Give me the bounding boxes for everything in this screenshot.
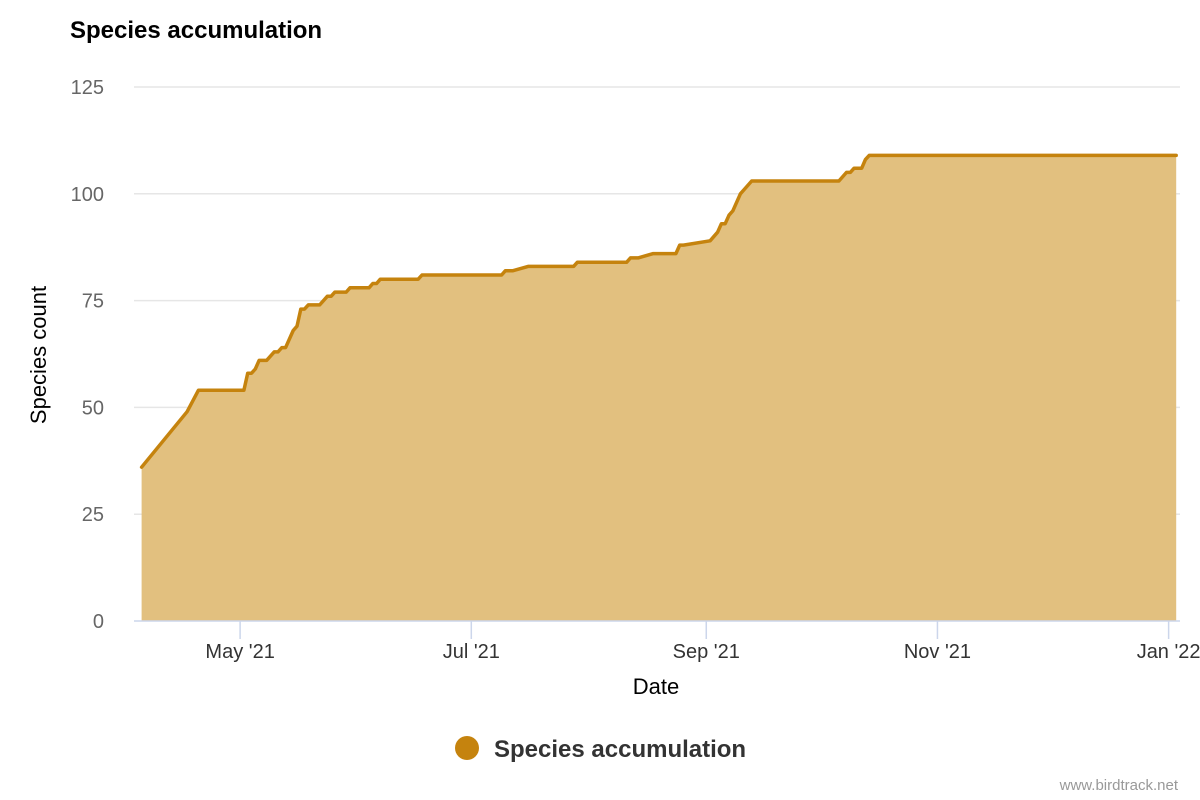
y-tick-label: 75 xyxy=(82,291,104,313)
y-axis-title: Species count xyxy=(26,286,51,424)
y-axis-ticks: 0 25 50 75 100 125 xyxy=(71,77,104,633)
x-tick-label: Nov '21 xyxy=(904,641,971,663)
y-tick-label: 25 xyxy=(82,504,104,526)
x-axis-title: Date xyxy=(633,674,679,699)
series-layer[interactable] xyxy=(139,153,1178,621)
legend[interactable]: Species accumulation xyxy=(455,736,746,763)
x-tick-label: Jan '22 xyxy=(1137,641,1200,663)
x-tick-label: May '21 xyxy=(205,641,274,663)
legend-label[interactable]: Species accumulation xyxy=(494,736,746,763)
y-tick-label: 100 xyxy=(71,184,104,206)
y-tick-label: 0 xyxy=(93,611,104,633)
chart-title: Species accumulation xyxy=(70,17,322,44)
y-tick-label: 50 xyxy=(82,397,104,419)
x-tick-label: Sep '21 xyxy=(673,641,740,663)
x-tick-label: Jul '21 xyxy=(443,641,500,663)
y-tick-label: 125 xyxy=(71,77,104,99)
series-line[interactable] xyxy=(139,153,1178,469)
credit-link[interactable]: www.birdtrack.net xyxy=(1059,777,1179,794)
x-axis: May '21 Jul '21 Sep '21 Nov '21 Jan '22 xyxy=(134,620,1200,663)
series-area-fill xyxy=(141,155,1177,621)
legend-marker-icon[interactable] xyxy=(455,736,479,760)
